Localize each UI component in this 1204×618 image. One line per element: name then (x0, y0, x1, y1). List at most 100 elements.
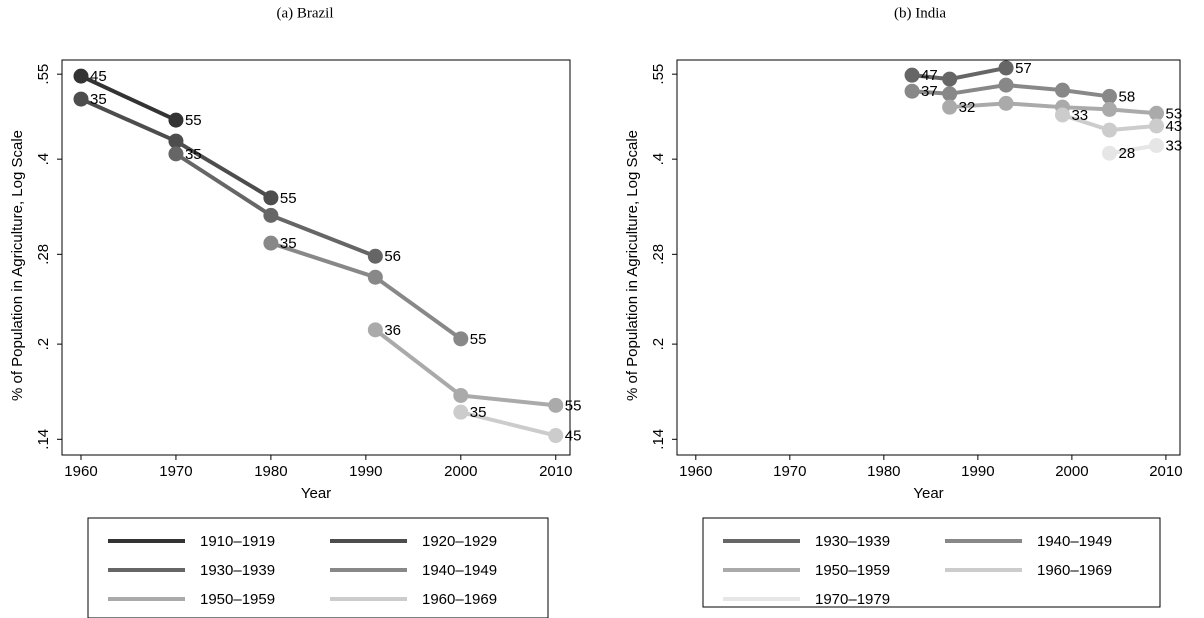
x-tick-label: 2010 (1149, 463, 1182, 480)
y-tick-label: .2 (650, 338, 667, 351)
point-label: 37 (921, 83, 938, 100)
data-point (168, 146, 184, 162)
point-label: 58 (1118, 88, 1135, 105)
point-label: 28 (1118, 145, 1135, 162)
data-point (263, 235, 279, 251)
series-line (1109, 143, 1157, 156)
legend-label: 1920–1929 (422, 533, 497, 550)
y-tick-label: .4 (650, 153, 667, 166)
x-tick-label: 1990 (349, 463, 382, 480)
data-point (1148, 105, 1164, 121)
point-label: 47 (921, 67, 938, 84)
data-point (1054, 107, 1070, 123)
data-point (548, 428, 564, 444)
data-point (367, 269, 383, 285)
data-point (1148, 118, 1164, 134)
legend-label: 1940–1949 (1037, 533, 1112, 550)
data-point (453, 387, 469, 403)
x-tick-label: 1960 (679, 463, 712, 480)
point-label: 35 (90, 91, 107, 108)
plot-frame (676, 59, 1181, 456)
legend-label: 1930–1939 (200, 562, 275, 579)
y-tick-label: .55 (650, 64, 667, 85)
data-point (263, 207, 279, 223)
y-axis-title: % of Population in Agriculture, Log Scal… (9, 130, 26, 401)
x-axis-title: Year (913, 485, 943, 502)
point-label: 57 (1015, 60, 1032, 77)
data-point (263, 190, 279, 206)
y-tick-label: .14 (650, 429, 667, 450)
data-point (453, 331, 469, 347)
data-point (548, 397, 564, 413)
point-label: 35 (470, 404, 487, 421)
point-label: 45 (90, 68, 107, 85)
x-tick-label: 2000 (1055, 463, 1088, 480)
legend-label: 1960–1969 (1037, 562, 1112, 579)
point-label: 35 (280, 235, 297, 252)
data-point (998, 95, 1014, 111)
point-label: 43 (1165, 118, 1182, 135)
data-point (73, 91, 89, 107)
legend-label: 1960–1969 (422, 591, 497, 608)
data-point (1101, 101, 1117, 117)
point-label: 35 (185, 146, 202, 163)
x-tick-label: 1970 (159, 463, 192, 480)
y-tick-label: .28 (35, 244, 52, 265)
y-tick-label: .2 (35, 338, 52, 351)
panel-title: (b) India (894, 5, 946, 21)
y-tick-label: .28 (650, 244, 667, 265)
data-point (73, 68, 89, 84)
series-line (270, 241, 462, 341)
y-tick-label: .55 (35, 64, 52, 85)
data-point (1054, 82, 1070, 98)
point-label: 55 (470, 331, 487, 348)
x-tick-label: 1990 (961, 463, 994, 480)
point-label: 56 (384, 248, 401, 265)
data-point (942, 86, 958, 102)
data-point (1101, 122, 1117, 138)
data-point (998, 77, 1014, 93)
legend-box (702, 517, 1161, 608)
point-label: 55 (280, 190, 297, 207)
legend-label: 1910–1919 (200, 533, 275, 550)
data-point (168, 133, 184, 149)
data-point (1101, 88, 1117, 104)
point-label: 32 (959, 99, 976, 116)
data-point (942, 99, 958, 115)
legend-label: 1930–1939 (815, 533, 890, 550)
data-point (168, 112, 184, 128)
point-label: 55 (185, 112, 202, 129)
point-label: 55 (565, 397, 582, 414)
legend-label: 1970–1979 (815, 591, 890, 608)
x-tick-label: 2000 (444, 463, 477, 480)
legend-box (87, 517, 549, 618)
x-tick-label: 1960 (64, 463, 97, 480)
panel-title: (a) Brazil (276, 5, 333, 21)
point-label: 33 (1165, 137, 1182, 154)
y-axis-title: % of Population in Agriculture, Log Scal… (624, 130, 641, 401)
x-tick-label: 1980 (867, 463, 900, 480)
x-tick-label: 2010 (539, 463, 572, 480)
data-point (1101, 145, 1117, 161)
point-label: 33 (1071, 107, 1088, 124)
point-label: 45 (565, 427, 582, 444)
y-tick-label: .4 (35, 153, 52, 166)
legend-label: 1950–1959 (200, 591, 275, 608)
data-point (998, 60, 1014, 76)
series-line (460, 410, 557, 438)
data-point (942, 71, 958, 87)
point-label: 36 (384, 322, 401, 339)
data-point (367, 322, 383, 338)
x-tick-label: 1980 (254, 463, 287, 480)
series-line (80, 74, 177, 122)
data-point (904, 83, 920, 99)
point-label: 53 (1165, 105, 1182, 122)
y-tick-label: .14 (35, 429, 52, 450)
x-axis-title: Year (301, 485, 331, 502)
data-point (1148, 137, 1164, 153)
data-point (367, 248, 383, 264)
x-tick-label: 1970 (773, 463, 806, 480)
plot-frame (61, 59, 571, 456)
